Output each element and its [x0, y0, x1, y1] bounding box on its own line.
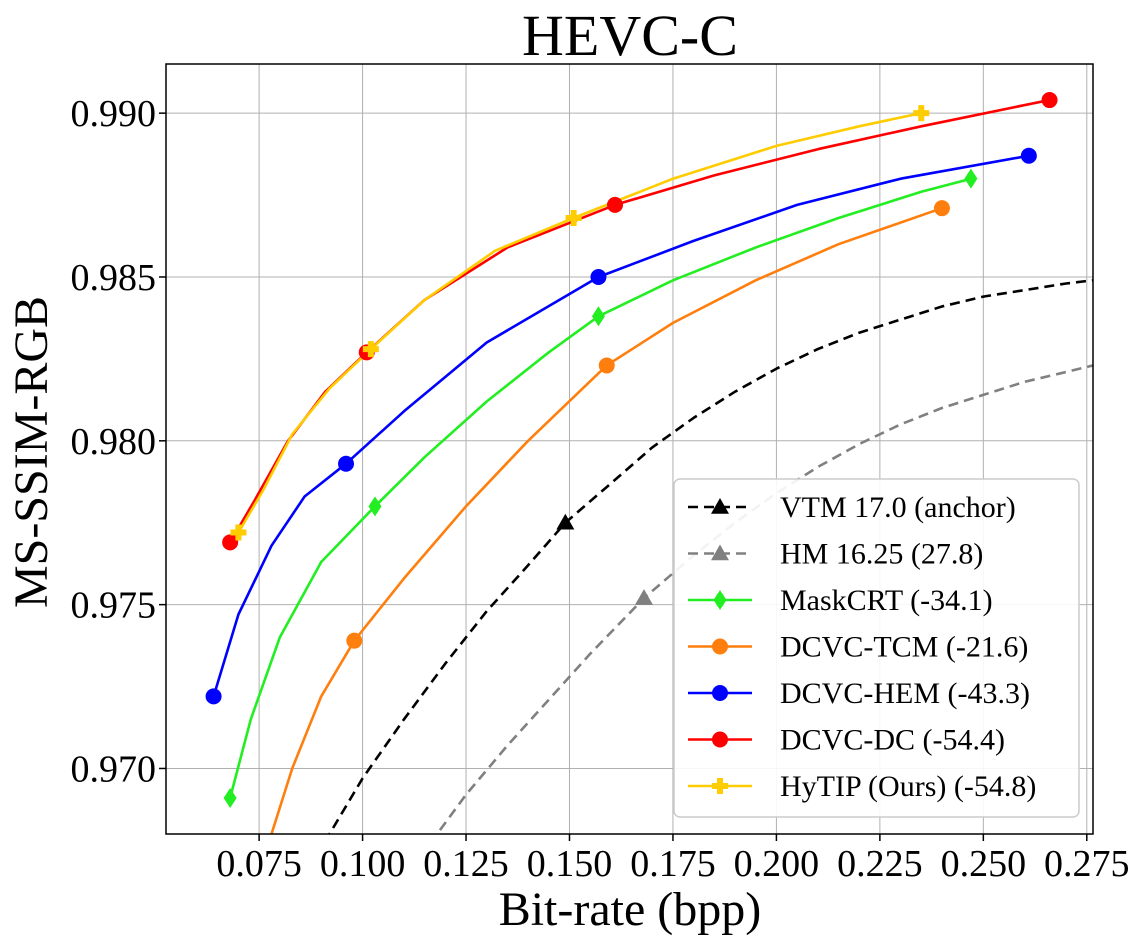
- legend-marker-hytip-ours-54-8: [712, 778, 728, 794]
- marker-layer: [205, 92, 1058, 808]
- x-axis-label: Bit-rate (bpp): [499, 883, 762, 936]
- point-dcvc-hem-43-3: [205, 688, 222, 705]
- legend-label-hm-16-25-27-8: HM 16.25 (27.8): [780, 538, 983, 571]
- legend-marker-dcvc-tcm-21-6: [712, 638, 728, 655]
- x-tick-label: 0.225: [837, 843, 923, 885]
- point-hytip-ours-54-8: [565, 210, 582, 226]
- legend-label-dcvc-tcm-21-6: DCVC-TCM (-21.6): [780, 631, 1028, 664]
- point-maskcrt-34-1: [591, 306, 605, 327]
- legend: VTM 17.0 (anchor) HM 16.25 (27.8) MaskCRT …: [673, 478, 1080, 818]
- series-line-hytip-ours-54-8: [237, 111, 923, 534]
- series-line-dcvc-hem-43-3: [212, 154, 1031, 698]
- point-hytip-ours-54-8: [913, 105, 930, 122]
- point-hytip-ours-54-8: [230, 524, 247, 541]
- point-maskcrt-34-1: [223, 787, 237, 808]
- series-line-vtm-17-0-anchor: [327, 279, 1093, 834]
- series-line-maskcrt-34-1: [228, 177, 973, 800]
- legend-label-dcvc-hem-43-3: DCVC-HEM (-43.3): [780, 677, 1030, 710]
- legend-marker-hm-16-25-27-8: [711, 544, 729, 561]
- legend-label-dcvc-dc-54-4: DCVC-DC (-54.4): [780, 724, 1005, 757]
- legend-marker-dcvc-hem-43-3: [712, 685, 728, 701]
- x-tick-label: 0.250: [941, 843, 1027, 885]
- point-hytip-ours-54-8: [362, 341, 379, 358]
- y-axis-label: MS-SSIM-RGB: [5, 296, 58, 608]
- x-tick-label: 0.200: [734, 843, 820, 885]
- point-dcvc-dc-54-4: [1041, 92, 1058, 109]
- legend-label-vtm-17-0-anchor: VTM 17.0 (anchor): [780, 491, 1016, 524]
- point-dcvc-hem-43-3: [590, 268, 607, 285]
- y-tick-label: 0.990: [71, 93, 157, 135]
- y-tick-label: 0.975: [71, 585, 157, 627]
- point-maskcrt-34-1: [368, 496, 382, 517]
- legend-marker-maskcrt-34-1: [713, 590, 727, 610]
- y-tick-label: 0.980: [71, 421, 157, 463]
- x-tick-label: 0.125: [423, 843, 509, 885]
- grid: [166, 64, 1093, 834]
- legend-marker-dcvc-dc-54-4: [712, 731, 728, 748]
- point-dcvc-hem-43-3: [338, 455, 355, 472]
- point-dcvc-dc-54-4: [222, 534, 239, 551]
- chart-title: HEVC-C: [522, 3, 738, 68]
- y-tick-label: 0.970: [71, 748, 157, 790]
- x-tick-label: 0.275: [1044, 843, 1130, 885]
- x-tick-label: 0.100: [320, 843, 406, 885]
- series-line-dcvc-tcm-21-6: [270, 206, 944, 834]
- point-hm-16-25-27-8: [634, 589, 653, 605]
- point-vtm-17-0-anchor: [556, 513, 575, 530]
- point-dcvc-dc-54-4: [607, 196, 624, 213]
- point-dcvc-hem-43-3: [1020, 147, 1037, 164]
- legend-box: [673, 478, 1080, 818]
- y-axis-ticks: 0.970 0.975 0.980 0.985 0.990: [71, 93, 166, 790]
- x-tick-label: 0.150: [527, 843, 613, 885]
- point-dcvc-tcm-21-6: [933, 200, 950, 217]
- y-tick-label: 0.985: [71, 257, 157, 299]
- point-dcvc-tcm-21-6: [598, 357, 615, 374]
- series-line-dcvc-dc-54-4: [228, 98, 1051, 544]
- x-tick-label: 0.075: [216, 843, 302, 885]
- legend-label-maskcrt-34-1: MaskCRT (-34.1): [780, 584, 993, 617]
- legend-marker-vtm-17-0-anchor: [711, 498, 729, 514]
- legend-label-hytip-ours-54-8: HyTIP (Ours) (-54.8): [780, 770, 1036, 803]
- plot-frame: [165, 63, 1094, 835]
- x-tick-label: 0.175: [630, 843, 716, 885]
- x-axis-ticks: 0.075 0.100 0.125 0.150 0.175 0.200 0.225 0.250…: [216, 834, 1130, 885]
- point-maskcrt-34-1: [964, 168, 978, 189]
- point-dcvc-tcm-21-6: [346, 632, 363, 649]
